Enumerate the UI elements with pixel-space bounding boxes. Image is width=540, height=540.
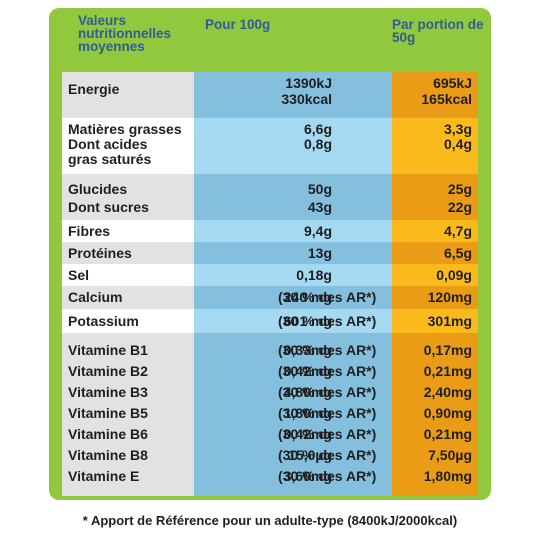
value-per100: 4,80mg [283, 384, 332, 400]
row-label: Potassium [68, 313, 139, 329]
value-per100: 43g [307, 199, 332, 215]
value-portion: 0,21mg [423, 426, 472, 442]
row-matieres-grasses: Matières grasses 6,6g 3,3g Dont acides 0… [62, 118, 478, 174]
value-per100: 240 mg [283, 289, 332, 305]
nutrition-table: Energie 1390kJ 695kJ 330kcal 165kcal Mat… [62, 72, 478, 496]
value-per100: 15,0µg [288, 447, 332, 463]
value-per100: 1390kJ [285, 75, 332, 91]
row-label: Dont sucres [68, 199, 149, 215]
value-ar: (30 % des AR*) [278, 426, 377, 442]
value-portion: 301mg [427, 313, 472, 329]
row-vitamins: Vitamine B1 0,33mg (30 % des AR*) 0,17mg… [62, 333, 478, 496]
header-portion-column: Par portion de 50g [392, 17, 484, 45]
value-per100: 50g [307, 181, 332, 197]
value-portion: 22g [447, 199, 472, 215]
row-label: Energie [68, 81, 120, 97]
value-ar: (30 % des AR*) [278, 405, 377, 421]
value-per100: 3,60mg [283, 468, 332, 484]
row-glucides: Glucides 50g 25g Dont sucres 43g 22g [62, 174, 478, 220]
value-portion: 25g [447, 181, 472, 197]
row-label: Protéines [68, 245, 132, 261]
value-portion: 4,7g [443, 223, 472, 239]
row-label: Vitamine B1 [68, 342, 148, 358]
value-ar: (30 % des AR*) [278, 447, 377, 463]
value-portion: 3,3g [443, 121, 472, 137]
header-per100-column: Pour 100g [205, 17, 271, 32]
value-per100: 0,8g [303, 136, 332, 152]
value-portion: 7,50µg [428, 447, 472, 463]
value-per100: 1,80mg [283, 405, 332, 421]
row-label: gras saturés [68, 151, 152, 167]
header-label-column: Valeurs nutritionnelles moyennes [78, 13, 172, 54]
value-portion: 695kJ [433, 75, 472, 91]
value-portion: 0,4g [443, 136, 472, 152]
value-per100: 0,18g [296, 267, 332, 283]
value-per100: 330kcal [281, 91, 332, 107]
row-proteines: Protéines 13g 6,5g [62, 242, 478, 264]
row-energie: Energie 1390kJ 695kJ 330kcal 165kcal [62, 72, 478, 118]
value-ar: (30 % des AR*) [278, 468, 377, 484]
value-per100: 9,4g [303, 223, 332, 239]
value-portion: 2,40mg [423, 384, 472, 400]
value-portion: 120mg [427, 289, 472, 305]
row-label: Matières grasses [68, 121, 182, 137]
row-label: Vitamine B8 [68, 447, 148, 463]
row-fibres: Fibres 9,4g 4,7g [62, 220, 478, 242]
value-portion: 0,09g [436, 267, 472, 283]
value-ar: (30 % des AR*) [278, 342, 377, 358]
footnote: * Apport de Référence pour un adulte-typ… [82, 513, 458, 528]
row-label: Calcium [68, 289, 123, 305]
row-label: Vitamine E [68, 468, 140, 484]
value-portion: 6,5g [443, 245, 472, 261]
value-per100: 0,42mg [283, 363, 332, 379]
value-ar: (30 % des AR*) [278, 384, 377, 400]
value-ar: (30 % des AR*) [278, 363, 377, 379]
value-portion: 0,90mg [423, 405, 472, 421]
row-sel: Sel 0,18g 0,09g [62, 264, 478, 286]
value-ar: (30 % des AR*) [278, 313, 377, 329]
row-label: Dont acides [68, 136, 148, 152]
value-per100: 13g [307, 245, 332, 261]
value-per100: 0,42mg [283, 426, 332, 442]
row-calcium: Calcium 240 mg (30 % des AR*) 120mg [62, 286, 478, 309]
value-per100: 0,33mg [283, 342, 332, 358]
row-potassium: Potassium 601 mg (30 % des AR*) 301mg [62, 309, 478, 333]
row-label: Vitamine B5 [68, 405, 148, 421]
row-label: Sel [68, 267, 90, 283]
value-ar: (30 % des AR*) [278, 289, 377, 305]
value-portion: 0,17mg [423, 342, 472, 358]
value-per100: 6,6g [303, 121, 332, 137]
row-label: Vitamine B6 [68, 426, 148, 442]
value-portion: 1,80mg [423, 468, 472, 484]
row-label: Glucides [68, 181, 128, 197]
value-portion: 0,21mg [423, 363, 472, 379]
row-label: Fibres [68, 223, 111, 239]
row-label: Vitamine B2 [68, 363, 148, 379]
row-label: Vitamine B3 [68, 384, 148, 400]
value-per100: 601 mg [283, 313, 332, 329]
value-portion: 165kcal [421, 91, 472, 107]
